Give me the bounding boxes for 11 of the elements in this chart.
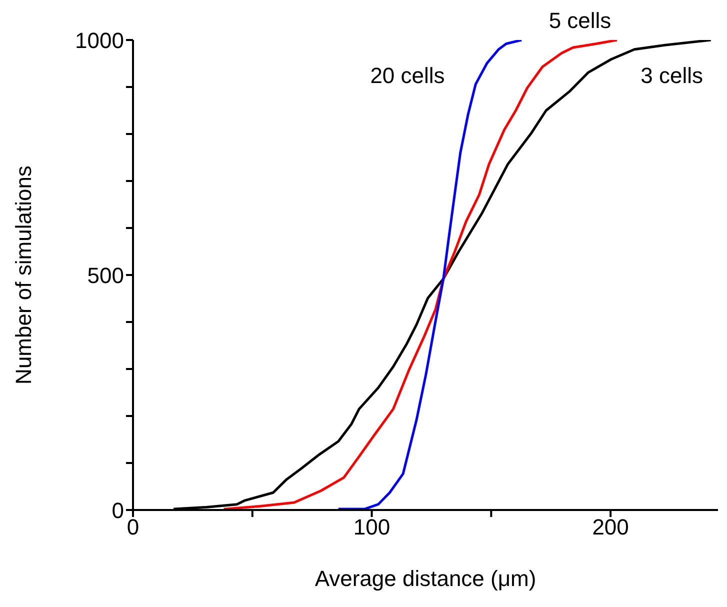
y-tick-label: 1000: [75, 28, 124, 53]
x-tick-label: 200: [592, 514, 629, 540]
y-tick-label: 0: [112, 498, 124, 523]
y-tick-label: 500: [87, 262, 124, 288]
x-tick-label: 100: [353, 514, 390, 540]
y-axis-title: Number of simulations: [10, 166, 36, 384]
series-label: 5 cells: [548, 8, 612, 33]
x-tick-label: 0: [126, 514, 140, 540]
series-label: 3 cells: [640, 62, 704, 88]
series-label: 20 cells: [370, 62, 445, 88]
x-axis-title: Average distance (μm): [314, 566, 536, 591]
